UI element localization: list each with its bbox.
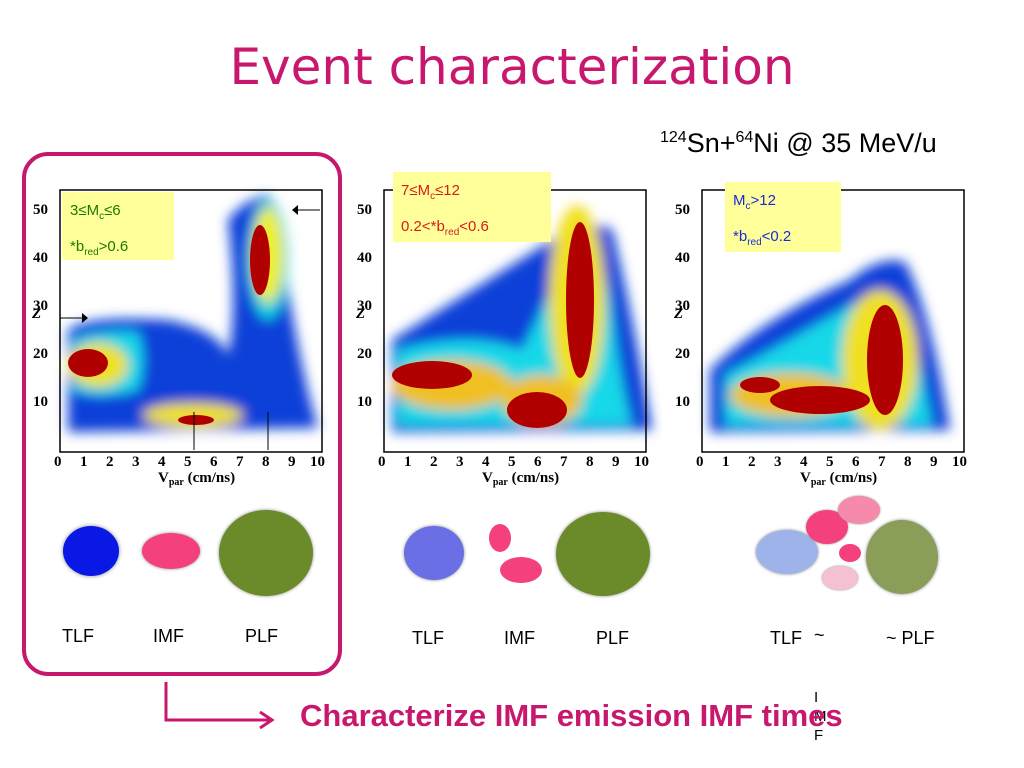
xtick-0: 0 <box>54 454 62 470</box>
plot-panel-1: 50 40 30 20 10 Z 0 1 2 3 4 5 6 7 8 9 10 … <box>31 189 325 488</box>
xtick-3: 3 <box>774 454 782 470</box>
plf-label: PLF <box>596 628 630 648</box>
x-axis-label: Vpar (cm/ns) <box>800 470 877 488</box>
ytick-40: 40 <box>357 250 372 266</box>
ytick-10: 10 <box>357 394 372 410</box>
y-axis-label: Z <box>31 306 41 322</box>
ytick-10: 10 <box>675 394 690 410</box>
xtick-1: 1 <box>80 454 88 470</box>
plf-blob <box>556 512 650 596</box>
xtick-7: 7 <box>560 454 568 470</box>
condition-mult-1: 3≤Mc≤6 <box>70 202 121 222</box>
ytick-20: 20 <box>33 346 48 362</box>
imf-blob <box>489 524 511 552</box>
xtick-2: 2 <box>106 454 114 470</box>
xtick-1: 1 <box>722 454 730 470</box>
y-axis-label: Z <box>355 306 365 322</box>
tlf-blob <box>756 530 818 574</box>
y-axis-label: Z <box>673 306 683 322</box>
xtick-9: 9 <box>930 454 938 470</box>
xtick-2: 2 <box>748 454 756 470</box>
xtick-10: 10 <box>952 454 967 470</box>
xtick-3: 3 <box>132 454 140 470</box>
tlf-blob <box>63 526 119 576</box>
xtick-6: 6 <box>534 454 542 470</box>
xtick-9: 9 <box>288 454 296 470</box>
xtick-2: 2 <box>430 454 438 470</box>
condition-bred-3: *bred<0.2 <box>733 228 792 248</box>
xtick-4: 4 <box>158 454 166 470</box>
ytick-10: 10 <box>33 394 48 410</box>
xtick-0: 0 <box>378 454 386 470</box>
element-ni-energy: Ni @ 35 MeV/u <box>753 128 937 158</box>
xtick-5: 5 <box>508 454 516 470</box>
ytick-20: 20 <box>675 346 690 362</box>
xtick-4: 4 <box>800 454 808 470</box>
imf-label: IMF <box>153 626 184 646</box>
condition-box-2: 7≤Mc≤12 0.2<*bred<0.6 <box>393 172 551 242</box>
xtick-1: 1 <box>404 454 412 470</box>
condition-mult-2: 7≤Mc≤12 <box>401 182 460 202</box>
tlf-label: TLF <box>62 626 95 646</box>
reaction-label: 124Sn+64Ni @ 35 MeV/u <box>660 128 937 159</box>
tlf-label: TLF <box>770 628 803 648</box>
condition-box-3: Mc>12 *bred<0.2 <box>725 182 841 252</box>
xtick-8: 8 <box>904 454 912 470</box>
page-title: Event characterization <box>229 38 795 96</box>
plf-blob <box>219 510 313 596</box>
tilde-label: ~ <box>814 625 825 645</box>
plf-label: PLF <box>245 626 279 646</box>
ytick-30: 30 <box>357 298 372 314</box>
imf-blob <box>142 533 200 569</box>
condition-bred-1: *bred>0.6 <box>70 238 129 258</box>
xtick-8: 8 <box>586 454 594 470</box>
xtick-6: 6 <box>852 454 860 470</box>
condition-box-1: 3≤Mc≤6 *bred>0.6 <box>62 192 174 260</box>
ytick-50: 50 <box>357 202 372 218</box>
xtick-5: 5 <box>184 454 192 470</box>
xtick-7: 7 <box>878 454 886 470</box>
ytick-20: 20 <box>357 346 372 362</box>
mass-number-ni: 64 <box>735 129 754 146</box>
condition-mult-3: Mc>12 <box>733 192 776 212</box>
ytick-30: 30 <box>33 298 48 314</box>
imf-blob <box>838 496 880 524</box>
xtick-8: 8 <box>262 454 270 470</box>
xtick-5: 5 <box>826 454 834 470</box>
condition-bred-2: 0.2<*bred<0.6 <box>401 218 489 238</box>
xtick-7: 7 <box>236 454 244 470</box>
arrow-icon <box>164 682 275 730</box>
imf-blob <box>822 566 858 590</box>
ytick-50: 50 <box>33 202 48 218</box>
ytick-40: 40 <box>33 250 48 266</box>
x-axis-label: Vpar (cm/ns) <box>158 470 235 488</box>
xtick-0: 0 <box>696 454 704 470</box>
mass-number-sn: 124 <box>660 129 687 146</box>
imf-label: IMF <box>504 628 535 648</box>
ytick-50: 50 <box>675 202 690 218</box>
plf-label: ~ PLF <box>886 628 935 648</box>
ytick-30: 30 <box>675 298 690 314</box>
imf-blob <box>500 557 542 583</box>
xtick-4: 4 <box>482 454 490 470</box>
x-axis-label: Vpar (cm/ns) <box>482 470 559 488</box>
plf-blob <box>866 520 938 594</box>
xtick-6: 6 <box>210 454 218 470</box>
xtick-10: 10 <box>310 454 325 470</box>
ytick-40: 40 <box>675 250 690 266</box>
tlf-blob <box>404 526 464 580</box>
tlf-label: TLF <box>412 628 445 648</box>
stray-imf-vertical: I M F <box>814 689 827 744</box>
xtick-9: 9 <box>612 454 620 470</box>
plot-panel-3: 50 40 30 20 10 Z 0 1 2 3 4 5 6 7 8 9 10 … <box>673 189 967 488</box>
element-sn: Sn+ <box>686 128 736 158</box>
plot-panel-2: 50 40 30 20 10 Z 0 1 2 3 4 5 6 7 8 9 10 … <box>355 189 652 488</box>
imf-blob <box>839 544 861 562</box>
xtick-3: 3 <box>456 454 464 470</box>
bottom-caption: Characterize IMF emission IMF times <box>300 698 843 733</box>
highlight-box <box>22 152 342 676</box>
xtick-10: 10 <box>634 454 649 470</box>
